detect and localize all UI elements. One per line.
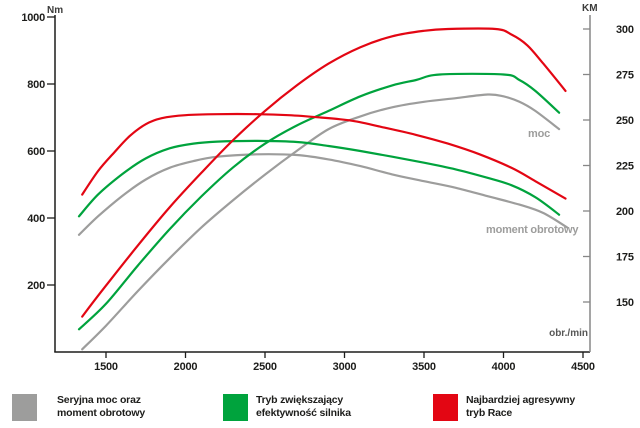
x-axis-tick-label: 2500 bbox=[253, 361, 277, 373]
legend-label-race: Najbardziej agresywny tryb Race bbox=[466, 394, 575, 419]
power-eco-curve bbox=[77, 72, 561, 331]
race-color-swatch bbox=[433, 394, 458, 421]
legend-label-line: moment obrotowy bbox=[57, 406, 145, 419]
x-axis-tick-label: 3000 bbox=[333, 361, 357, 373]
x-axis-tick-label: 2000 bbox=[174, 361, 198, 373]
legend-label-eco: Tryb zwiększający efektywność silnika bbox=[256, 394, 351, 419]
left-axis-tick-label: 800 bbox=[27, 79, 45, 91]
legend-label-stock: Seryjna moc oraz moment obrotowy bbox=[57, 394, 145, 419]
legend-item-eco: Tryb zwiększający efektywność silnika bbox=[223, 394, 351, 421]
left-axis-tick-label: 600 bbox=[27, 146, 45, 158]
right-axis-tick-label: 225 bbox=[616, 161, 634, 173]
x-axis-unit-label: obr./min bbox=[549, 328, 588, 339]
left-axis-tick-label: 200 bbox=[27, 280, 45, 292]
legend-label-line: Seryjna moc oraz bbox=[57, 394, 141, 406]
x-axis-tick-label: 4500 bbox=[571, 361, 595, 373]
torque-race-curve bbox=[81, 112, 567, 200]
left-axis-tick-label: 1000 bbox=[21, 12, 45, 24]
right-axis-tick-label: 175 bbox=[616, 252, 634, 264]
legend-label-line: efektywność silnika bbox=[256, 406, 351, 419]
torque-stock-curve bbox=[77, 153, 569, 236]
x-axis-tick-label: 3500 bbox=[412, 361, 436, 373]
legend-label-line: Najbardziej agresywny bbox=[466, 394, 576, 406]
legend-item-race: Najbardziej agresywny tryb Race bbox=[433, 394, 575, 421]
legend-label-line: Tryb zwiększający bbox=[256, 394, 344, 406]
torque-eco-curve bbox=[77, 139, 561, 218]
left-axis-unit-label: Nm bbox=[47, 5, 64, 16]
right-axis-unit-label: KM bbox=[582, 3, 598, 14]
power-curves-label: moc bbox=[528, 128, 551, 140]
left-axis-tick-label: 400 bbox=[27, 213, 45, 225]
right-axis-tick-label: 150 bbox=[616, 297, 634, 309]
torque-curves-label: moment obrotowy bbox=[486, 224, 579, 236]
x-axis-tick-label: 1500 bbox=[94, 361, 118, 373]
right-axis-tick-label: 200 bbox=[616, 206, 634, 218]
right-axis-tick-label: 300 bbox=[616, 24, 634, 36]
right-axis-tick-label: 250 bbox=[616, 115, 634, 127]
power-stock-curve bbox=[81, 93, 561, 351]
right-axis-tick-label: 275 bbox=[616, 70, 634, 82]
stock-color-swatch bbox=[12, 394, 37, 421]
legend-item-stock: Seryjna moc oraz moment obrotowy bbox=[12, 394, 145, 421]
x-axis-tick-label: 4000 bbox=[492, 361, 516, 373]
eco-color-swatch bbox=[223, 394, 248, 421]
legend-label-line: tryb Race bbox=[466, 406, 513, 419]
power-race-curve bbox=[81, 27, 567, 318]
